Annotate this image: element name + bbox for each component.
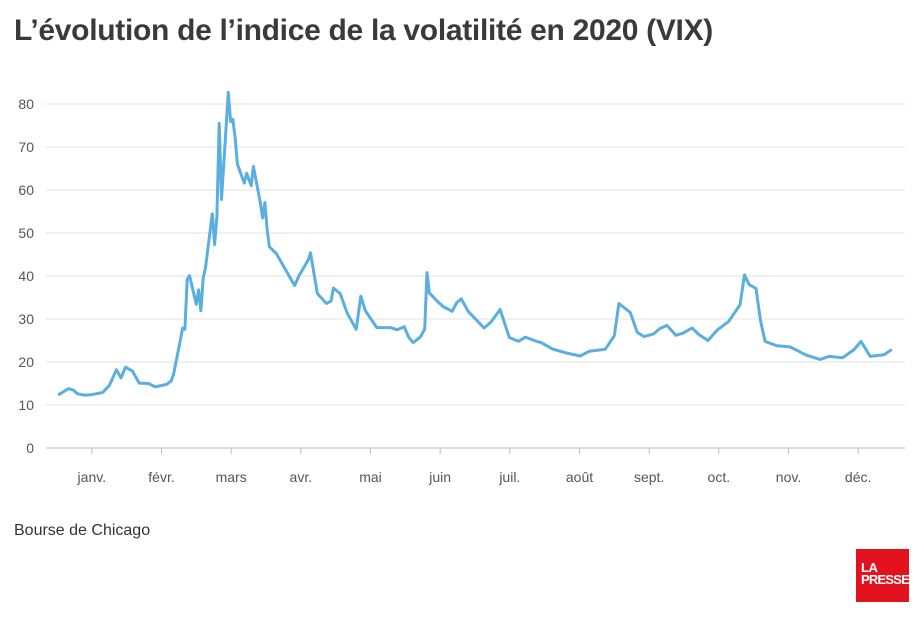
y-tick-label: 60	[18, 182, 34, 198]
x-tick-label: avr.	[290, 469, 313, 485]
x-tick-label: juin	[428, 469, 451, 485]
x-tick-label: févr.	[148, 469, 174, 485]
logo-line-1: LA	[861, 560, 878, 575]
gridlines	[46, 103, 905, 449]
x-tick-label: nov.	[776, 469, 801, 485]
y-tick-label: 30	[18, 311, 34, 327]
y-tick-label: 80	[18, 96, 34, 112]
y-tick-label: 10	[18, 397, 34, 413]
x-tick-label: mars	[216, 469, 247, 485]
y-axis-tick-labels: 0 10 20 30 40 50 60 70 80	[18, 96, 34, 456]
x-tick-label: janv.	[77, 469, 107, 485]
x-tick-label: août	[566, 469, 593, 485]
y-tick-label: 70	[18, 139, 34, 155]
y-tick-label: 50	[18, 225, 34, 241]
source-note: Bourse de Chicago	[14, 522, 151, 539]
series-group	[57, 90, 893, 397]
x-axis-tick-labels: janv. févr. mars avr. mai juin juil. août sept. o…	[77, 448, 871, 485]
logo-line-2: PRESSE	[861, 572, 910, 587]
la-presse-logo[interactable]: LA PRESSE	[856, 549, 910, 602]
y-tick-label: 20	[18, 354, 34, 370]
x-tick-label: déc.	[845, 469, 871, 485]
x-tick-label: juil.	[498, 469, 520, 485]
chart-title: L’évolution de l’indice de la volatilité…	[14, 14, 713, 47]
series-line-vix	[57, 90, 893, 397]
x-tick-label: sept.	[634, 469, 664, 485]
y-tick-label: 0	[26, 440, 34, 456]
x-tick-label: oct.	[708, 469, 731, 485]
y-tick-label: 40	[18, 268, 34, 284]
x-tick-label: mai	[359, 469, 382, 485]
